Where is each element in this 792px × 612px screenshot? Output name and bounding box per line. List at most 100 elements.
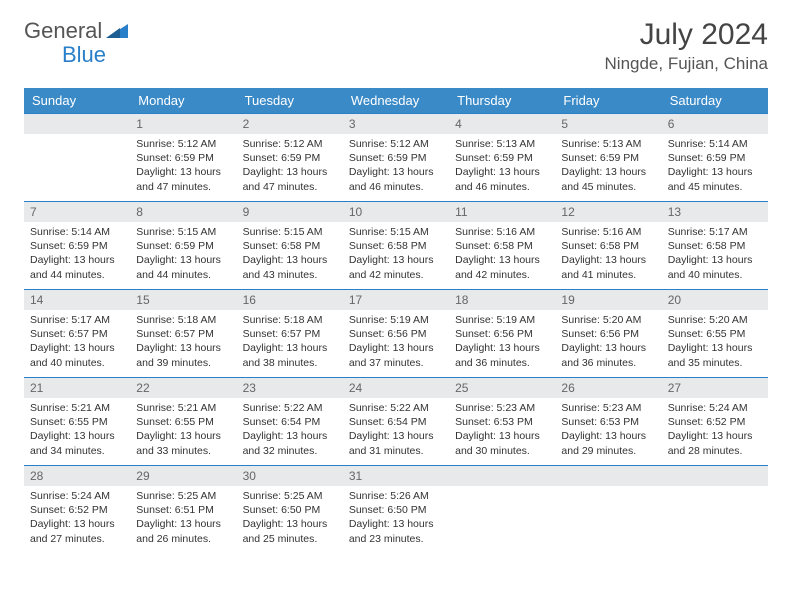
sunrise-text: Sunrise: 5:12 AM <box>243 137 337 151</box>
logo: General <box>24 18 130 44</box>
daylight-text: Daylight: 13 hours and 47 minutes. <box>136 165 230 193</box>
day-cell: 4Sunrise: 5:13 AMSunset: 6:59 PMDaylight… <box>449 114 555 202</box>
sunset-text: Sunset: 6:53 PM <box>561 415 655 429</box>
day-cell: 27Sunrise: 5:24 AMSunset: 6:52 PMDayligh… <box>662 378 768 466</box>
sunrise-text: Sunrise: 5:15 AM <box>243 225 337 239</box>
day-cell: 1 Sunrise: 5:12 AMSunset: 6:59 PMDaylight… <box>130 114 236 202</box>
day-number <box>555 466 661 486</box>
day-number: 22 <box>130 378 236 398</box>
day-body: Sunrise: 5:12 AMSunset: 6:59 PMDaylight:… <box>343 134 449 198</box>
sunrise-text: Sunrise: 5:16 AM <box>561 225 655 239</box>
day-cell: 18Sunrise: 5:19 AMSunset: 6:56 PMDayligh… <box>449 290 555 378</box>
day-number: 18 <box>449 290 555 310</box>
sunrise-text: Sunrise: 5:12 AM <box>136 137 230 151</box>
calendar-table: Sunday Monday Tuesday Wednesday Thursday… <box>24 88 768 554</box>
sunrise-text: Sunrise: 5:24 AM <box>668 401 762 415</box>
day-number: 24 <box>343 378 449 398</box>
day-number: 23 <box>237 378 343 398</box>
sunset-text: Sunset: 6:54 PM <box>349 415 443 429</box>
sunset-text: Sunset: 6:59 PM <box>136 151 230 165</box>
daylight-text: Daylight: 13 hours and 45 minutes. <box>668 165 762 193</box>
daylight-text: Daylight: 13 hours and 42 minutes. <box>455 253 549 281</box>
sunset-text: Sunset: 6:59 PM <box>243 151 337 165</box>
day-body: Sunrise: 5:17 AMSunset: 6:57 PMDaylight:… <box>24 310 130 374</box>
sunrise-text: Sunrise: 5:17 AM <box>30 313 124 327</box>
day-body: Sunrise: 5:24 AMSunset: 6:52 PMDaylight:… <box>24 486 130 550</box>
sunrise-text: Sunrise: 5:17 AM <box>668 225 762 239</box>
day-number: 1 <box>130 114 236 134</box>
daylight-text: Daylight: 13 hours and 39 minutes. <box>136 341 230 369</box>
daylight-text: Daylight: 13 hours and 23 minutes. <box>349 517 443 545</box>
day-body: Sunrise: 5:23 AMSunset: 6:53 PMDaylight:… <box>449 398 555 462</box>
day-body: Sunrise: 5:19 AMSunset: 6:56 PMDaylight:… <box>449 310 555 374</box>
title-block: July 2024 Ningde, Fujian, China <box>605 18 768 74</box>
sunset-text: Sunset: 6:52 PM <box>30 503 124 517</box>
daylight-text: Daylight: 13 hours and 42 minutes. <box>349 253 443 281</box>
sunrise-text: Sunrise: 5:14 AM <box>668 137 762 151</box>
day-number: 13 <box>662 202 768 222</box>
daylight-text: Daylight: 13 hours and 44 minutes. <box>136 253 230 281</box>
dayhead-sun: Sunday <box>24 88 130 114</box>
dayhead-fri: Friday <box>555 88 661 114</box>
sunset-text: Sunset: 6:58 PM <box>349 239 443 253</box>
logo-triangle-icon <box>106 20 128 43</box>
day-number: 16 <box>237 290 343 310</box>
day-cell: 13Sunrise: 5:17 AMSunset: 6:58 PMDayligh… <box>662 202 768 290</box>
day-body: Sunrise: 5:21 AMSunset: 6:55 PMDaylight:… <box>130 398 236 462</box>
day-number: 26 <box>555 378 661 398</box>
daylight-text: Daylight: 13 hours and 27 minutes. <box>30 517 124 545</box>
dayhead-wed: Wednesday <box>343 88 449 114</box>
day-cell: 24Sunrise: 5:22 AMSunset: 6:54 PMDayligh… <box>343 378 449 466</box>
day-body: Sunrise: 5:23 AMSunset: 6:53 PMDaylight:… <box>555 398 661 462</box>
sunrise-text: Sunrise: 5:22 AM <box>243 401 337 415</box>
day-cell: 30Sunrise: 5:25 AMSunset: 6:50 PMDayligh… <box>237 466 343 554</box>
day-body: Sunrise: 5:15 AMSunset: 6:59 PMDaylight:… <box>130 222 236 286</box>
sunset-text: Sunset: 6:59 PM <box>455 151 549 165</box>
day-number: 14 <box>24 290 130 310</box>
sunset-text: Sunset: 6:57 PM <box>243 327 337 341</box>
sunset-text: Sunset: 6:57 PM <box>136 327 230 341</box>
day-body: Sunrise: 5:16 AMSunset: 6:58 PMDaylight:… <box>555 222 661 286</box>
day-number <box>449 466 555 486</box>
sunset-text: Sunset: 6:53 PM <box>455 415 549 429</box>
sunset-text: Sunset: 6:50 PM <box>349 503 443 517</box>
day-number: 5 <box>555 114 661 134</box>
week-row: 14Sunrise: 5:17 AMSunset: 6:57 PMDayligh… <box>24 290 768 378</box>
sunrise-text: Sunrise: 5:25 AM <box>243 489 337 503</box>
day-body: Sunrise: 5:25 AMSunset: 6:51 PMDaylight:… <box>130 486 236 550</box>
day-cell: 26Sunrise: 5:23 AMSunset: 6:53 PMDayligh… <box>555 378 661 466</box>
day-cell: 7Sunrise: 5:14 AMSunset: 6:59 PMDaylight… <box>24 202 130 290</box>
dayhead-thu: Thursday <box>449 88 555 114</box>
day-cell: 16Sunrise: 5:18 AMSunset: 6:57 PMDayligh… <box>237 290 343 378</box>
logo-blue-wrap: Blue <box>24 42 106 68</box>
daylight-text: Daylight: 13 hours and 29 minutes. <box>561 429 655 457</box>
sunset-text: Sunset: 6:55 PM <box>136 415 230 429</box>
daylight-text: Daylight: 13 hours and 40 minutes. <box>30 341 124 369</box>
sunrise-text: Sunrise: 5:14 AM <box>30 225 124 239</box>
sunrise-text: Sunrise: 5:23 AM <box>455 401 549 415</box>
daylight-text: Daylight: 13 hours and 40 minutes. <box>668 253 762 281</box>
day-cell: 9Sunrise: 5:15 AMSunset: 6:58 PMDaylight… <box>237 202 343 290</box>
sunset-text: Sunset: 6:59 PM <box>30 239 124 253</box>
sunrise-text: Sunrise: 5:25 AM <box>136 489 230 503</box>
sunset-text: Sunset: 6:55 PM <box>30 415 124 429</box>
daylight-text: Daylight: 13 hours and 33 minutes. <box>136 429 230 457</box>
logo-text-general: General <box>24 18 102 44</box>
day-number: 2 <box>237 114 343 134</box>
day-body: Sunrise: 5:14 AMSunset: 6:59 PMDaylight:… <box>662 134 768 198</box>
day-number: 3 <box>343 114 449 134</box>
day-cell: 8Sunrise: 5:15 AMSunset: 6:59 PMDaylight… <box>130 202 236 290</box>
day-number: 27 <box>662 378 768 398</box>
day-body: Sunrise: 5:22 AMSunset: 6:54 PMDaylight:… <box>237 398 343 462</box>
month-year: July 2024 <box>605 18 768 52</box>
day-cell: 21Sunrise: 5:21 AMSunset: 6:55 PMDayligh… <box>24 378 130 466</box>
day-body: Sunrise: 5:26 AMSunset: 6:50 PMDaylight:… <box>343 486 449 550</box>
day-body: Sunrise: 5:18 AMSunset: 6:57 PMDaylight:… <box>237 310 343 374</box>
day-number: 21 <box>24 378 130 398</box>
sunset-text: Sunset: 6:51 PM <box>136 503 230 517</box>
day-cell: 28Sunrise: 5:24 AMSunset: 6:52 PMDayligh… <box>24 466 130 554</box>
logo-text-blue: Blue <box>62 42 106 67</box>
day-cell: 19Sunrise: 5:20 AMSunset: 6:56 PMDayligh… <box>555 290 661 378</box>
day-body: Sunrise: 5:15 AMSunset: 6:58 PMDaylight:… <box>343 222 449 286</box>
daylight-text: Daylight: 13 hours and 44 minutes. <box>30 253 124 281</box>
